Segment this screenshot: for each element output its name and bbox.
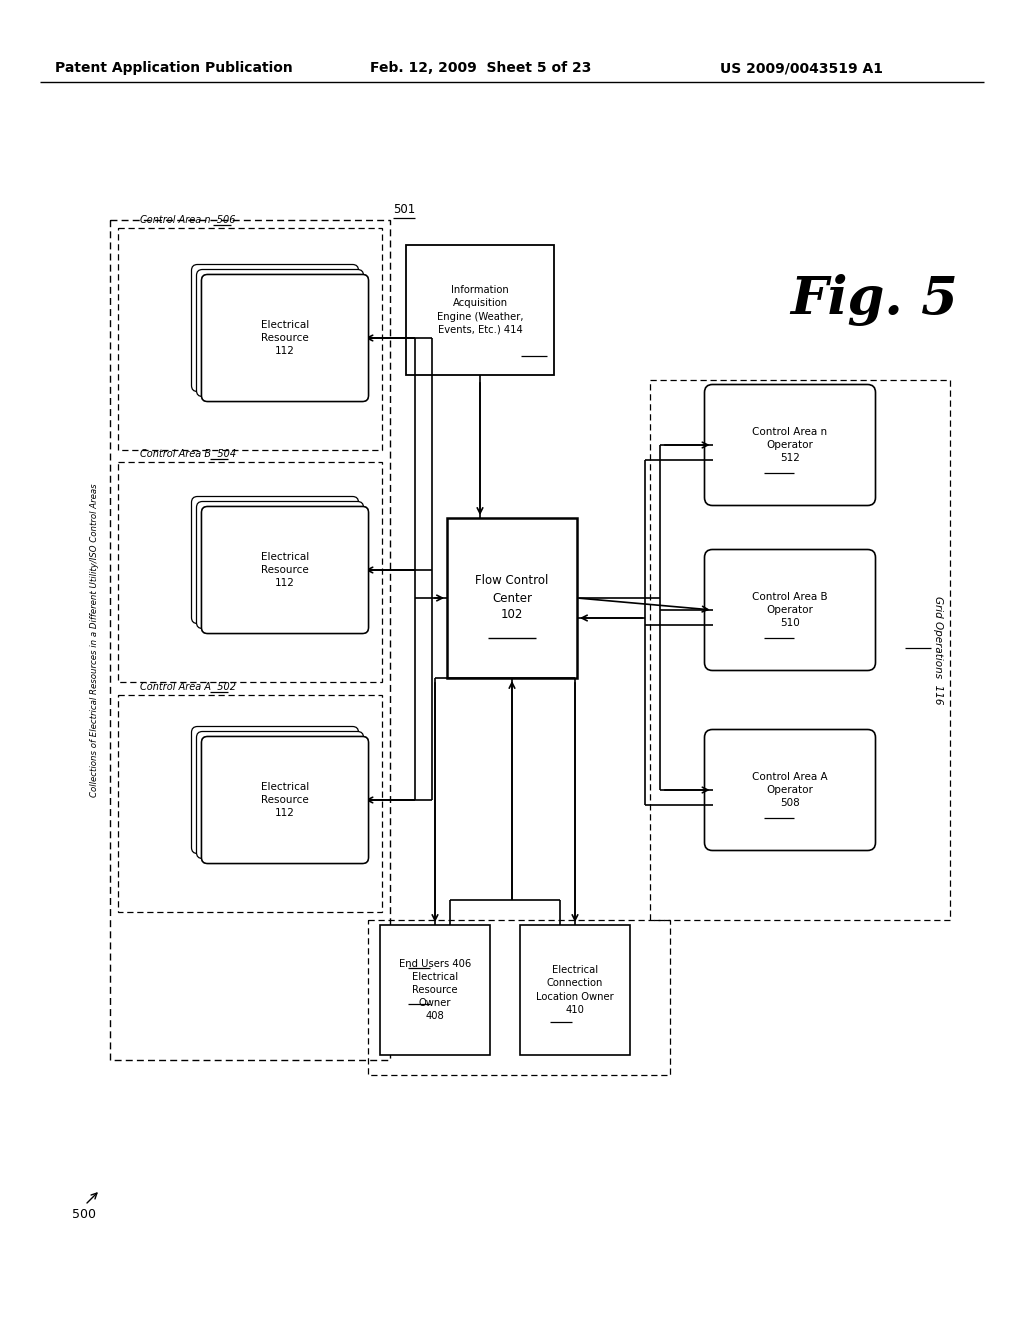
FancyBboxPatch shape <box>202 507 369 634</box>
Text: Control Area B  504: Control Area B 504 <box>140 449 237 459</box>
FancyBboxPatch shape <box>705 549 876 671</box>
Text: Information
Acquisition
Engine (Weather,
Events, Etc.) 414: Information Acquisition Engine (Weather,… <box>437 285 523 335</box>
FancyBboxPatch shape <box>705 384 876 506</box>
Text: Electrical
Resource
112: Electrical Resource 112 <box>261 781 309 818</box>
FancyBboxPatch shape <box>197 731 364 858</box>
Text: Control Area A
Operator
508: Control Area A Operator 508 <box>753 772 827 808</box>
Text: Control Area n  506: Control Area n 506 <box>140 215 236 224</box>
Bar <box>447 517 577 678</box>
Bar <box>118 228 382 450</box>
Text: Electrical
Resource
112: Electrical Resource 112 <box>261 319 309 356</box>
FancyBboxPatch shape <box>202 737 369 863</box>
Text: Electrical
Connection
Location Owner
410: Electrical Connection Location Owner 410 <box>537 965 613 1015</box>
Bar <box>520 925 630 1055</box>
Bar <box>118 462 382 682</box>
Bar <box>118 696 382 912</box>
FancyBboxPatch shape <box>202 737 369 863</box>
Bar <box>110 220 390 1060</box>
Text: Control Area n
Operator
512: Control Area n Operator 512 <box>753 426 827 463</box>
Text: Control Area B
Operator
510: Control Area B Operator 510 <box>753 591 827 628</box>
Text: Fig. 5: Fig. 5 <box>790 275 957 326</box>
Text: Grid Operations  116: Grid Operations 116 <box>933 595 943 705</box>
FancyBboxPatch shape <box>202 507 369 634</box>
FancyBboxPatch shape <box>202 275 369 401</box>
Bar <box>406 246 554 375</box>
FancyBboxPatch shape <box>705 730 876 850</box>
Text: Flow Control
Center
102: Flow Control Center 102 <box>475 574 549 622</box>
FancyBboxPatch shape <box>191 264 358 392</box>
Text: Collections of Electrical Resources in a Different Utility/ISO Control Areas: Collections of Electrical Resources in a… <box>90 483 99 797</box>
Text: End Users 406
Electrical
Resource
Owner
408: End Users 406 Electrical Resource Owner … <box>399 958 471 1022</box>
Text: Patent Application Publication: Patent Application Publication <box>55 61 293 75</box>
FancyBboxPatch shape <box>191 726 358 854</box>
Bar <box>368 920 670 1074</box>
FancyBboxPatch shape <box>197 269 364 396</box>
FancyBboxPatch shape <box>202 275 369 401</box>
Text: 501: 501 <box>393 203 416 216</box>
Text: Control Area A  502: Control Area A 502 <box>140 682 236 692</box>
Text: 500: 500 <box>72 1209 96 1221</box>
Bar <box>380 925 490 1055</box>
Text: US 2009/0043519 A1: US 2009/0043519 A1 <box>720 61 883 75</box>
FancyBboxPatch shape <box>191 496 358 623</box>
Bar <box>650 380 950 920</box>
FancyBboxPatch shape <box>197 502 364 628</box>
Text: Electrical
Resource
112: Electrical Resource 112 <box>261 552 309 589</box>
Text: Feb. 12, 2009  Sheet 5 of 23: Feb. 12, 2009 Sheet 5 of 23 <box>370 61 592 75</box>
